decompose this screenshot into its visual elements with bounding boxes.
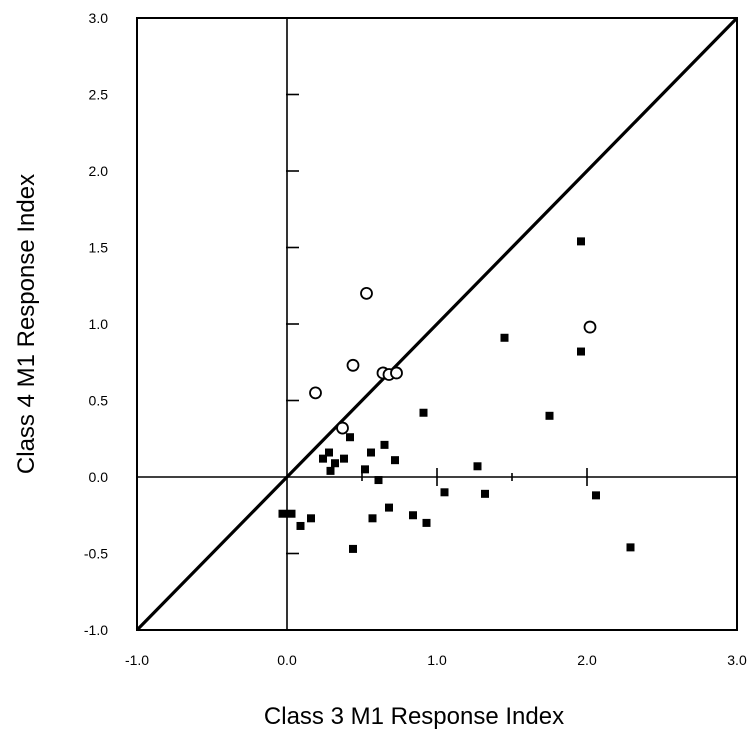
filled-square-point	[319, 454, 327, 463]
open-circle-point	[346, 358, 360, 372]
open-circle-point	[309, 386, 322, 400]
filled-square-point	[473, 462, 482, 471]
tick-labels: 3.0 2.5 2.0 1.5 1.0 0.5 0.0 -0.5 -1.0 -1.0 0.0 1.0 2…	[84, 10, 747, 668]
filled-square-point	[296, 521, 305, 530]
filled-square-point	[340, 454, 348, 463]
axis-ticks	[286, 93, 588, 555]
filled-square-point	[349, 544, 357, 553]
filled-square-point	[368, 514, 377, 523]
x-tick-label: 1.0	[427, 652, 447, 668]
y-axis-title: Class 4 M1 Response Index	[13, 174, 40, 474]
filled-square-point	[346, 433, 354, 442]
y-tick-label: 0.0	[89, 469, 109, 485]
open-circle-point	[390, 366, 403, 380]
filled-square-point	[380, 440, 389, 449]
open-circle-point	[583, 320, 597, 334]
reference-lines	[135, 16, 739, 632]
x-axis-title: Class 3 M1 Response Index	[264, 703, 564, 730]
filled-square-point	[577, 237, 585, 246]
y-tick-label: 2.5	[89, 87, 109, 103]
x-tick-label: 3.0	[727, 652, 747, 668]
x-tick-label: 0.0	[277, 652, 297, 668]
filled-square-point	[367, 448, 375, 457]
filled-square-point	[422, 518, 431, 527]
filled-square-point	[419, 408, 428, 417]
filled-square-point	[361, 465, 369, 474]
open-circle-point	[336, 421, 349, 435]
filled-square-point	[409, 511, 417, 520]
filled-square-point	[385, 503, 393, 512]
filled-square-point	[577, 347, 585, 356]
y-tick-label: 1.0	[89, 316, 109, 332]
filled-square-point	[626, 543, 635, 552]
filled-square-point	[374, 476, 383, 485]
x-tick-label: -1.0	[125, 652, 149, 668]
filled-square-point	[307, 514, 315, 523]
filled-square-point	[481, 489, 489, 498]
filled-square-point	[326, 466, 335, 475]
filled-square-point	[287, 509, 296, 518]
y-tick-label: 3.0	[89, 10, 109, 26]
filled-square-point	[500, 333, 509, 342]
filled-square-point	[325, 448, 333, 457]
y-tick-label: 0.5	[89, 393, 109, 409]
y-tick-label: 2.0	[89, 163, 109, 179]
data-points	[278, 237, 635, 553]
identity-line	[135, 16, 739, 632]
plot-frame	[136, 17, 738, 631]
y-tick-label: 1.5	[89, 240, 109, 256]
filled-square-point	[592, 491, 600, 500]
filled-square-point	[545, 411, 554, 420]
filled-square-point	[440, 488, 449, 497]
open-circle-point	[360, 286, 373, 300]
x-tick-label: 2.0	[577, 652, 597, 668]
filled-square-point	[391, 456, 399, 465]
y-tick-label: -0.5	[84, 546, 108, 562]
y-tick-label: -1.0	[84, 622, 108, 638]
filled-square-point	[331, 459, 339, 468]
filled-square-point	[278, 509, 287, 518]
